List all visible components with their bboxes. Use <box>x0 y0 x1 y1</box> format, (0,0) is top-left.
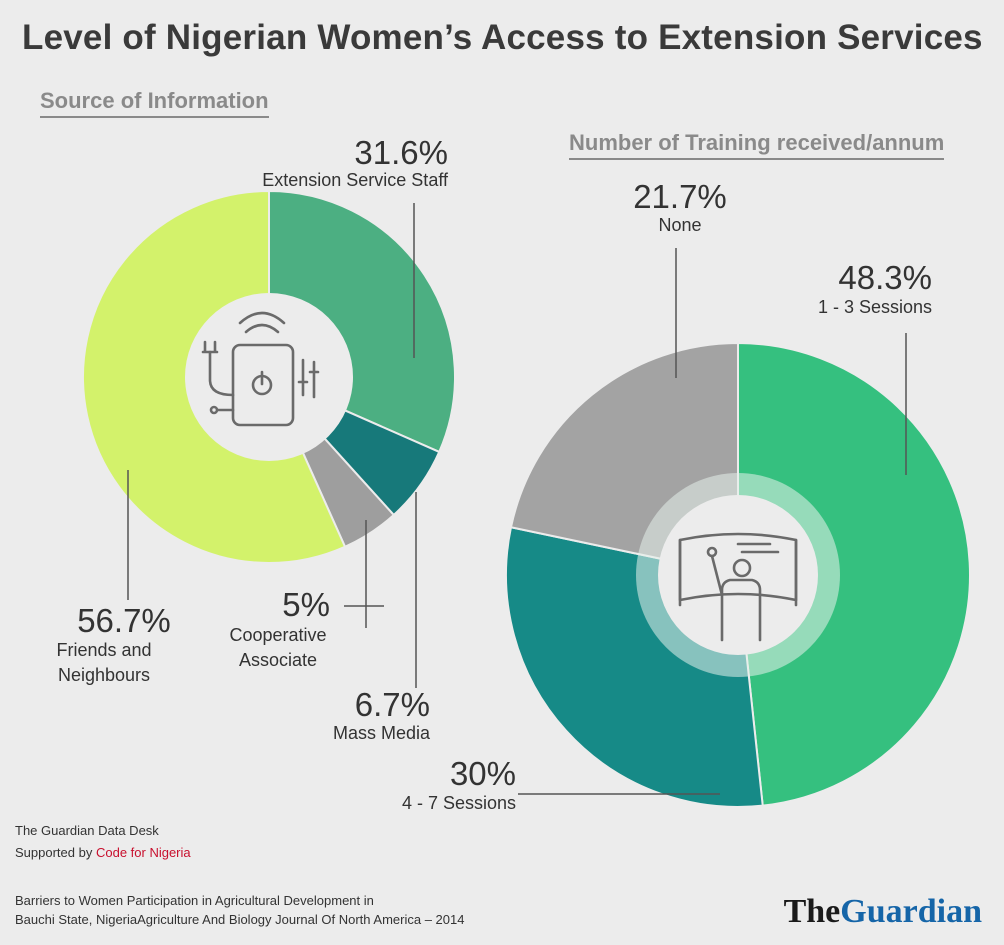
pie-source-of-information <box>82 189 456 564</box>
training-presenter-icon <box>678 532 798 642</box>
label-friends: Friends and Neighbours <box>56 640 152 685</box>
logo-the: The <box>783 893 841 930</box>
leader-lines <box>127 203 907 795</box>
label-value-extension-staff: 31.6% <box>354 134 448 171</box>
footer-supporter-link[interactable]: Code for Nigeria <box>95 845 191 860</box>
smart-device-icon <box>201 311 320 427</box>
pie-center-disc <box>185 293 353 461</box>
label-1-3: 1 - 3 Sessions <box>817 297 932 317</box>
label-cooperative: Cooperative Associate <box>229 625 327 670</box>
label-value-1-3: 48.3% <box>838 259 932 296</box>
footer-supported-label: Supported by <box>15 845 93 860</box>
footer-desk: The Guardian Data Desk <box>15 823 159 838</box>
footer-supported: Supported by Code for Nigeria <box>15 845 191 860</box>
footer-source-line2: Bauchi State, NigeriaAgriculture And Bio… <box>15 912 465 927</box>
chart-title-source: Source of Information <box>40 88 269 118</box>
pie-training-received <box>505 341 972 808</box>
pie-slice-1-3-sessions <box>737 341 972 807</box>
label-value-mass-media: 6.7% <box>354 686 430 723</box>
label-4-7: 4 - 7 Sessions <box>401 793 516 813</box>
label-value-4-7: 30% <box>449 755 516 792</box>
chart-title-training: Number of Training received/annum <box>569 130 945 160</box>
footer-source-line1: Barriers to Women Participation in Agric… <box>15 893 374 908</box>
label-none: None <box>658 215 702 235</box>
logo-guardian: Guardian <box>840 893 982 930</box>
label-extension-staff: Extension Service Staff <box>262 170 448 190</box>
label-mass-media: Mass Media <box>332 723 430 743</box>
label-value-none: 21.7% <box>633 178 727 215</box>
guardian-logo: TheGuardian <box>784 893 982 931</box>
page-title: Level of Nigerian Women’s Access to Exte… <box>22 18 983 57</box>
label-value-friends: 56.7% <box>77 602 171 639</box>
label-value-cooperative: 5% <box>282 586 330 623</box>
